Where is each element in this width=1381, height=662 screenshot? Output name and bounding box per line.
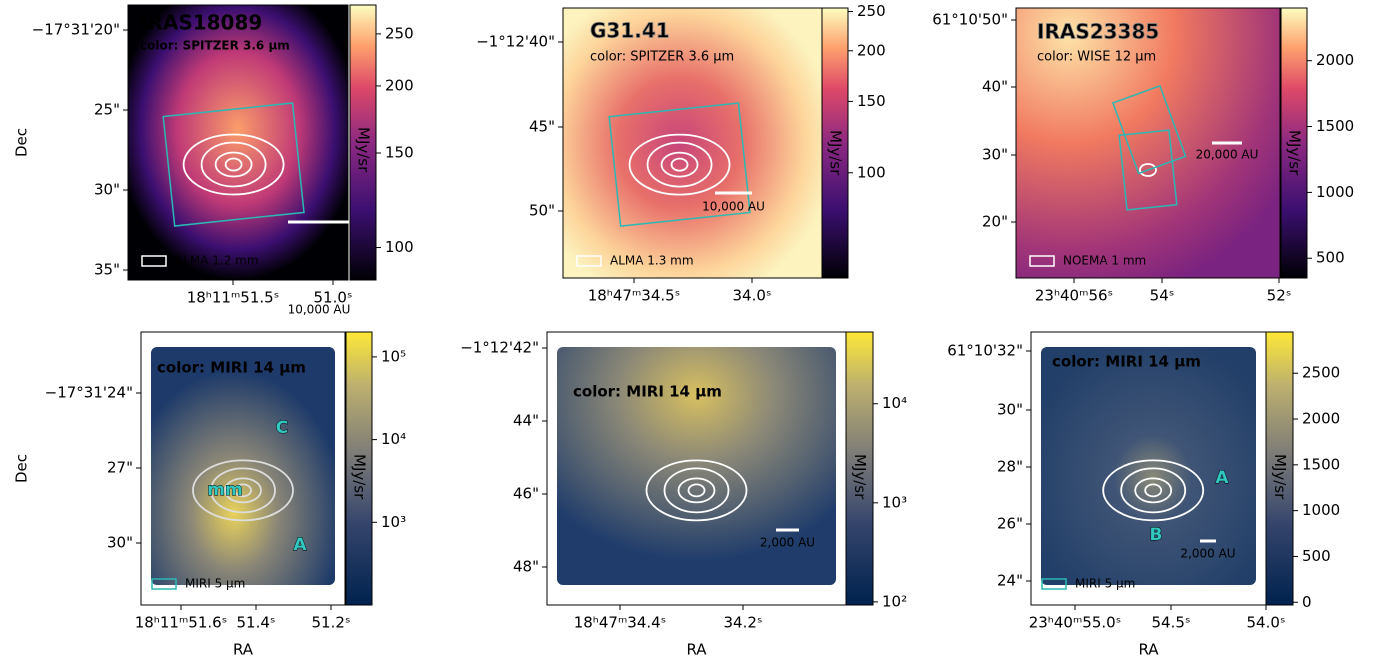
colorbar-tick-label: 100: [857, 163, 886, 181]
y-tick-label: 24": [997, 572, 1023, 590]
beam-label: MIRI 5 μm: [185, 577, 245, 591]
color-label: color: MIRI 14 μm: [573, 383, 722, 401]
y-tick-label: 28": [997, 458, 1023, 476]
source-label: C: [276, 418, 288, 438]
y-tick-label: 48": [513, 558, 539, 576]
color-label: color: SPITZER 3.6 μm: [140, 39, 290, 53]
panel-title: IRAS18089: [140, 11, 262, 35]
x-tick-label: 23ʰ40ᵐ55.0ˢ: [1029, 614, 1122, 632]
source-label: A: [1215, 468, 1229, 488]
image: [151, 347, 335, 585]
x-axis-label: RA: [686, 641, 707, 659]
colorbar-tick-label: 2000: [1302, 410, 1340, 428]
colorbar-tick-label: 500: [1302, 547, 1331, 565]
colorbar-tick-label: 10⁵: [381, 347, 406, 365]
y-tick-label: 46": [513, 485, 539, 503]
y-tick-label: 40": [982, 78, 1008, 96]
color-label: color: WISE 12 μm: [1037, 50, 1156, 65]
colorbar-tick-label: 10²: [882, 592, 907, 610]
y-tick-label: 30": [107, 534, 133, 552]
y-tick-label: 30": [94, 181, 120, 199]
scale-bar-label: 10,000 AU: [702, 200, 765, 214]
colorbar-tick-label: 250: [385, 24, 414, 42]
x-tick-label: 18ʰ47ᵐ34.4ˢ: [574, 614, 667, 632]
x-tick-label: 18ʰ47ᵐ34.5ˢ: [588, 287, 681, 305]
y-tick-label: 35": [94, 261, 120, 279]
image: [563, 8, 822, 278]
beam-label: NOEMA 1 mm: [1063, 254, 1146, 268]
y-tick-label: 61°10'50": [932, 11, 1008, 29]
scale-bar-label: 2,000 AU: [1180, 547, 1235, 561]
y-axis-label: Dec: [13, 128, 31, 157]
x-tick-label: 18ʰ11ᵐ51.6ˢ: [135, 614, 228, 632]
y-tick-label: 30": [982, 146, 1008, 164]
colorbar-tick-label: 500: [1316, 249, 1345, 267]
x-axis-label: RA: [233, 641, 254, 659]
colorbar-label: MJy/sr: [355, 127, 373, 173]
y-tick-label: 44": [513, 412, 539, 430]
colorbar-label: MJy/sr: [851, 454, 869, 500]
colorbar-tick-label: 2500: [1302, 364, 1340, 382]
figure: IRAS18089 color: SPITZER 3.6 μm 10,000 AU A…: [0, 0, 1381, 662]
y-tick-label: 61°10'32": [947, 342, 1023, 360]
x-tick-label: 54.5ˢ: [1152, 614, 1191, 632]
beam-label: ALMA 1.2 mm: [175, 254, 259, 268]
y-tick-label: 30": [997, 401, 1023, 419]
y-tick-label: 27": [107, 459, 133, 477]
y-tick-label: −1°12'40": [476, 33, 555, 51]
panel-title: IRAS23385: [1037, 20, 1159, 44]
source-label: B: [1150, 525, 1163, 545]
x-tick-label: 51.0ˢ: [314, 289, 353, 307]
y-axis-label: Dec: [13, 454, 31, 483]
colorbar-tick-label: 10⁴: [381, 430, 406, 448]
x-tick-label: 54.0ˢ: [1247, 614, 1286, 632]
colorbar-tick-label: 200: [857, 41, 886, 59]
color-label: color: MIRI 14 μm: [157, 359, 306, 377]
y-tick-label: −1°12'42": [460, 339, 539, 357]
colorbar-label: MJy/sr: [351, 454, 369, 500]
y-tick-label: −17°31'20": [32, 21, 120, 39]
colorbar-tick-label: 200: [385, 76, 414, 94]
x-tick-label: 52ˢ: [1267, 287, 1292, 305]
x-tick-label: 54ˢ: [1150, 287, 1175, 305]
colorbar-label: MJy/sr: [1286, 130, 1304, 176]
colorbar-tick-label: 250: [857, 2, 886, 20]
y-tick-label: −17°31'24": [45, 384, 133, 402]
x-tick-label: 18ʰ11ᵐ51.5ˢ: [187, 289, 280, 307]
color-label: color: MIRI 14 μm: [1052, 353, 1201, 371]
colorbar-tick-label: 10⁴: [882, 394, 907, 412]
colorbar-tick-label: 1500: [1316, 117, 1354, 135]
source-label: A: [293, 535, 307, 555]
y-tick-label: 20": [982, 213, 1008, 231]
x-tick-label: 23ʰ40ᵐ56ˢ: [1035, 287, 1113, 305]
scale-bar-label: 2,000 AU: [760, 536, 815, 550]
colorbar-tick-label: 10³: [381, 513, 406, 531]
colorbar-tick-label: 1000: [1316, 183, 1354, 201]
x-tick-label: 51.4ˢ: [237, 614, 276, 632]
y-tick-label: 45": [529, 118, 555, 136]
colorbar-tick-label: 1000: [1302, 501, 1340, 519]
source-label: mm: [207, 480, 242, 500]
scale-bar-label: 20,000 AU: [1196, 148, 1259, 162]
beam-label: MIRI 5 μm: [1075, 577, 1135, 591]
colorbar-tick-label: 100: [385, 238, 414, 256]
colorbar-tick-label: 10³: [882, 493, 907, 511]
beam-label: ALMA 1.3 mm: [610, 254, 694, 268]
colorbar-tick-label: 150: [385, 144, 414, 162]
y-tick-label: 50": [529, 202, 555, 220]
colorbar-label: MJy/sr: [827, 130, 845, 176]
x-tick-label: 51.2ˢ: [312, 614, 351, 632]
x-axis-label: RA: [1138, 641, 1159, 659]
colorbar-tick-label: 150: [857, 92, 886, 110]
x-tick-label: 34.0ˢ: [733, 287, 772, 305]
colorbar-tick-label: 0: [1302, 593, 1312, 611]
x-tick-label: 34.2ˢ: [724, 614, 763, 632]
colorbar-label: MJy/sr: [1271, 454, 1289, 500]
colorbar-tick-label: 2000: [1316, 51, 1354, 69]
colorbar-tick-label: 1500: [1302, 455, 1340, 473]
y-tick-label: 25": [94, 101, 120, 119]
panel-title: G31.41: [590, 19, 670, 43]
color-label: color: SPITZER 3.6 μm: [590, 50, 734, 65]
y-tick-label: 26": [997, 515, 1023, 533]
